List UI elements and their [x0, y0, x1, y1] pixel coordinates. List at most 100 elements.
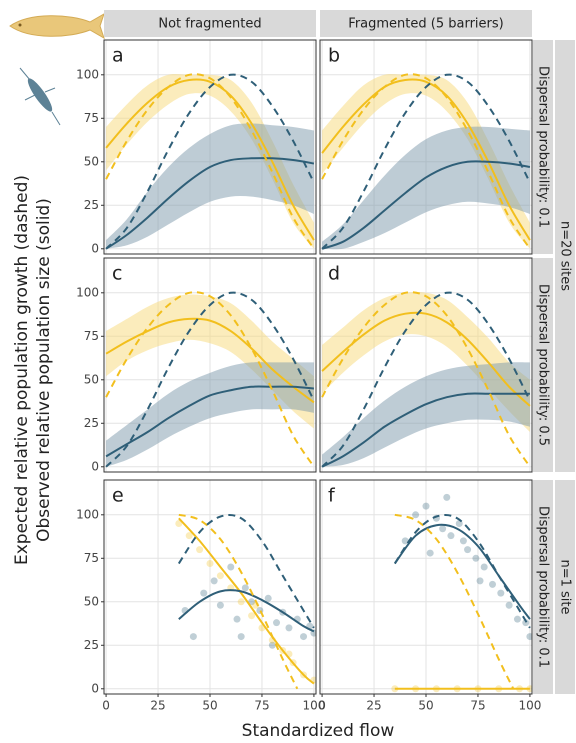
y-tick-label: 50 — [84, 372, 99, 386]
x-axis-title: Standardized flow — [242, 721, 395, 741]
solid-line — [321, 78, 531, 241]
y-tick-label: 75 — [84, 111, 99, 125]
dashed-line — [105, 291, 315, 468]
point — [264, 594, 272, 602]
y-tick-label: 75 — [84, 551, 99, 565]
point — [300, 633, 308, 641]
dashed-line — [178, 513, 299, 690]
point — [412, 511, 420, 519]
y-tick-label: 0 — [91, 681, 99, 695]
solid-line — [178, 589, 315, 633]
y-tick-label: 0 — [91, 459, 99, 473]
x-tick-label: 0 — [102, 699, 110, 713]
y-axis-title: Expected relative population growth (das… — [12, 175, 32, 565]
y-tick-label: 75 — [84, 329, 99, 343]
point — [241, 584, 249, 592]
panel-border — [103, 479, 317, 695]
row-strip-label: Dispersal probability: 0.5 — [536, 284, 551, 446]
x-tick-label: 50 — [418, 699, 433, 713]
solid-line — [105, 78, 315, 241]
point — [459, 537, 467, 545]
point — [196, 546, 204, 554]
point — [443, 493, 451, 501]
point — [489, 580, 497, 588]
point — [233, 615, 241, 623]
y-tick-label: 50 — [84, 594, 99, 608]
x-tick-label: 100 — [302, 699, 325, 713]
panel-marks — [175, 513, 316, 690]
point — [439, 525, 447, 533]
point — [480, 563, 488, 571]
y-tick-label: 50 — [84, 154, 99, 168]
column-strip — [104, 10, 316, 37]
panel-border — [319, 39, 533, 255]
point — [200, 589, 208, 597]
panel-letter: c — [112, 263, 122, 285]
panel-border — [103, 257, 317, 473]
panel-letter: d — [328, 263, 340, 285]
point — [237, 633, 245, 641]
dashed-line — [105, 291, 315, 468]
point — [447, 532, 455, 540]
point — [216, 572, 224, 580]
row-strip-label: Dispersal probability: 0.1 — [536, 506, 551, 668]
panel-marks — [105, 73, 315, 250]
column-strip — [320, 10, 532, 37]
panel-border — [103, 39, 317, 255]
panel-letter: e — [112, 485, 124, 507]
panel-letter: b — [328, 45, 340, 67]
point — [216, 601, 224, 609]
group-strip-label: n=20 sites — [558, 221, 573, 291]
row-strip — [533, 258, 553, 472]
y-axis-title: Observed relative population size (solid… — [34, 198, 54, 542]
dashed-line — [393, 513, 531, 629]
point — [422, 502, 430, 510]
point — [237, 598, 245, 606]
y-tick-label: 100 — [76, 285, 99, 299]
panel-marks — [105, 291, 315, 468]
panel-border — [319, 479, 533, 695]
solid-line — [105, 317, 315, 404]
group-strip-label: n=1 site — [558, 559, 573, 614]
point — [175, 519, 183, 527]
confidence-band — [106, 362, 314, 467]
solid-line — [105, 385, 315, 458]
x-tick-label: 25 — [366, 699, 381, 713]
solid-line — [178, 517, 315, 685]
row-strip-label: Dispersal probability: 0.1 — [536, 66, 551, 228]
dashed-line — [321, 73, 531, 250]
confidence-band — [106, 123, 314, 249]
y-tick-label: 25 — [84, 416, 99, 430]
point — [210, 577, 218, 585]
point — [505, 601, 513, 609]
point — [513, 615, 521, 623]
panel-letter: f — [328, 485, 336, 507]
group-strip — [555, 480, 575, 694]
y-tick-label: 25 — [84, 198, 99, 212]
point — [185, 532, 193, 540]
point — [401, 537, 409, 545]
dashed-line — [321, 291, 531, 468]
x-tick-label: 100 — [518, 699, 541, 713]
point — [472, 554, 480, 562]
solid-line — [321, 311, 531, 407]
dashed-line — [105, 73, 315, 250]
panel-marks — [391, 493, 532, 693]
row-strip — [533, 40, 553, 254]
y-tick-label: 100 — [76, 67, 99, 81]
column-strip-label: Not fragmented — [158, 17, 261, 32]
y-tick-label: 100 — [76, 507, 99, 521]
y-tick-label: 0 — [91, 241, 99, 255]
insect-icon — [19, 67, 61, 126]
dashed-line — [394, 513, 515, 690]
dashed-line — [321, 291, 531, 468]
point — [206, 560, 214, 568]
dashed-line — [105, 73, 315, 250]
y-tick-label: 25 — [84, 638, 99, 652]
solid-line — [105, 157, 315, 250]
panel-marks — [321, 73, 531, 250]
x-tick-label: 0 — [318, 699, 326, 713]
point — [273, 619, 281, 627]
point — [189, 633, 197, 641]
row-strip — [533, 480, 553, 694]
